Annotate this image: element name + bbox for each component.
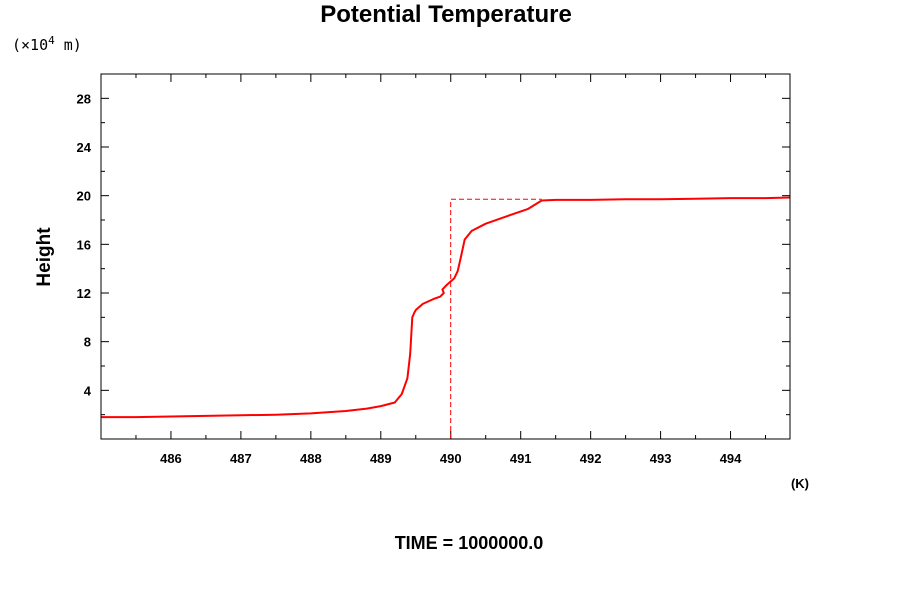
x-tick-label: 491 [510, 451, 532, 466]
x-tick-label: 486 [160, 451, 182, 466]
y-tick-label: 8 [84, 335, 91, 350]
x-tick-label: 488 [300, 451, 322, 466]
x-tick-label: 492 [580, 451, 602, 466]
y-axis-label: Height [34, 227, 55, 287]
x-unit-label: (K) [791, 476, 809, 491]
y-tick-label: 24 [77, 140, 92, 155]
y-unit-label: (×104 m) [12, 34, 82, 54]
initial-profile-line [450, 198, 542, 439]
plot-series [101, 196, 791, 439]
x-tick-label: 489 [370, 451, 392, 466]
y-tick-label: 16 [77, 237, 91, 252]
y-tick-label: 20 [77, 189, 91, 204]
y-tick-label: 28 [77, 91, 91, 106]
x-tick-label: 494 [720, 451, 742, 466]
y-axis: 4 8 12 16 20 24 28 [77, 91, 790, 416]
x-axis: 486 487 488 489 490 491 492 493 494 [135, 74, 767, 466]
x-tick-label: 487 [230, 451, 252, 466]
x-tick-label: 490 [440, 451, 462, 466]
plot-frame [100, 73, 791, 440]
y-tick-label: 4 [84, 383, 92, 398]
x-tick-label: 493 [650, 451, 672, 466]
chart-title: Potential Temperature [320, 1, 572, 28]
potential-temperature-line [101, 196, 791, 419]
y-tick-label: 12 [77, 286, 91, 301]
time-label: TIME = 1000000.0 [395, 533, 544, 553]
